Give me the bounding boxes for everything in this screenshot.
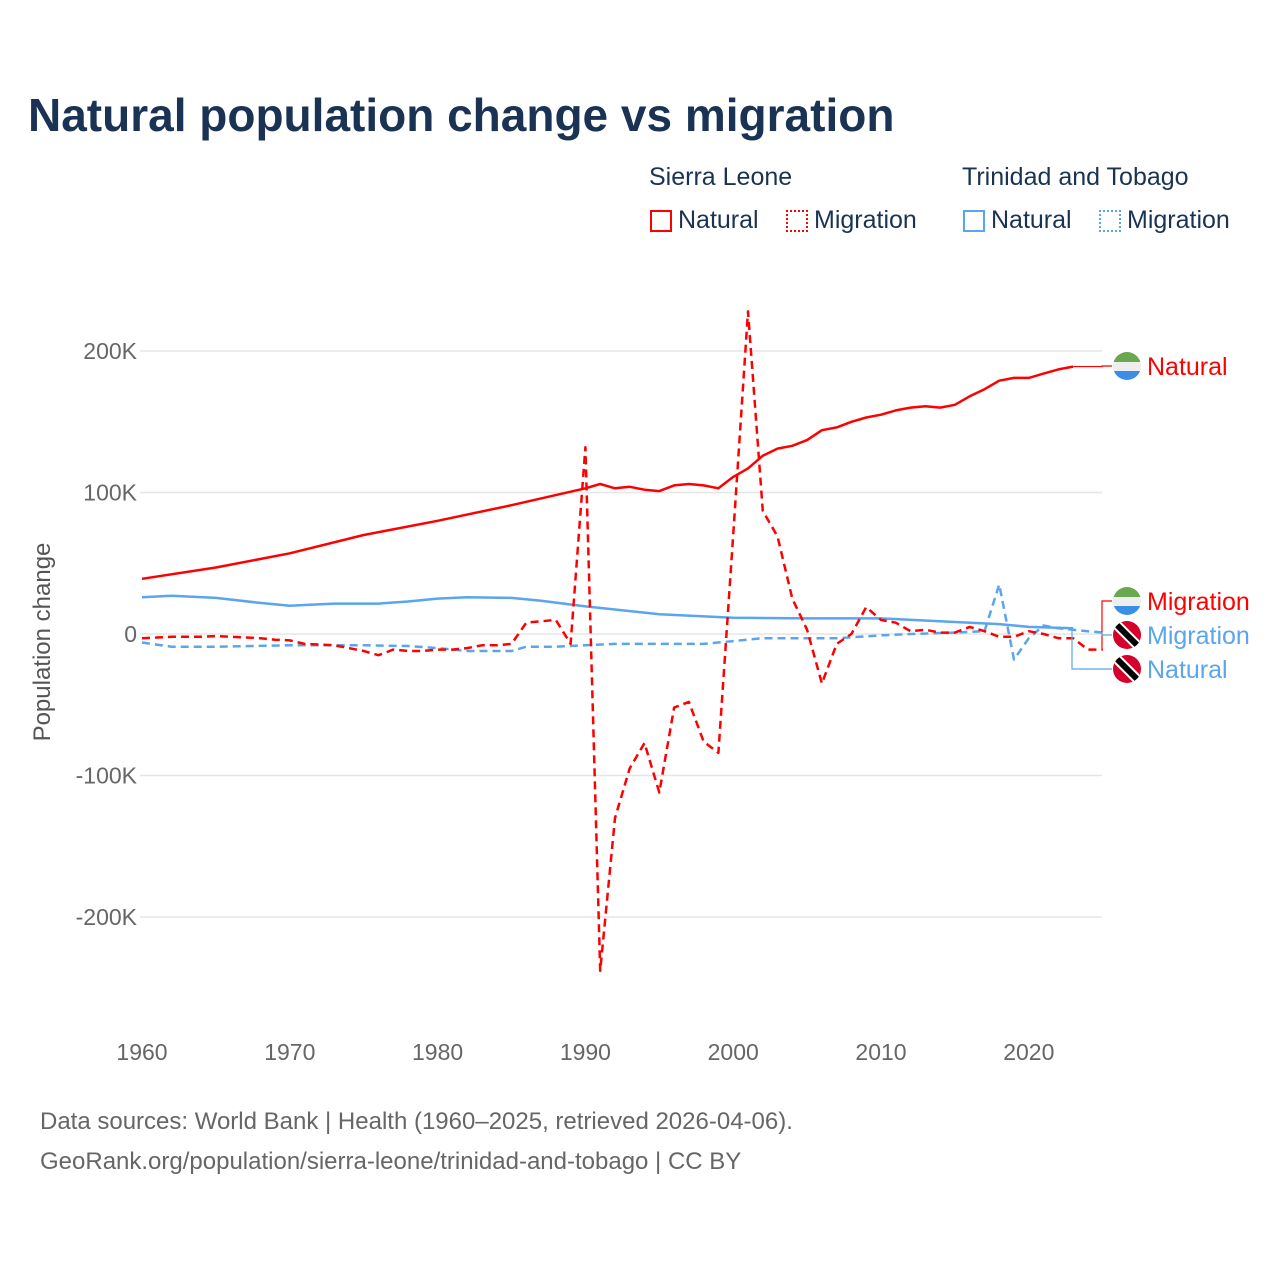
legend-label: Migration (814, 206, 917, 234)
x-tick-label: 2020 (1003, 1039, 1054, 1065)
y-tick-label: -200K (76, 904, 138, 930)
end-label: Natural (1147, 656, 1228, 684)
sierra-leone-flag-icon (1113, 352, 1141, 380)
flag-stripe-green (1113, 352, 1141, 362)
legend-swatch-dotted (786, 209, 808, 232)
flag-fill (1113, 655, 1141, 683)
y-axis-label: Population change (29, 543, 56, 742)
flag-black (1113, 621, 1141, 649)
y-tick-label: 0 (124, 621, 137, 647)
x-tick-label: 1970 (264, 1039, 315, 1065)
x-tick-label: 2000 (708, 1039, 759, 1065)
y-tick-label: 100K (83, 480, 137, 506)
legend-group-trinidad: Trinidad and Tobago (962, 163, 1189, 191)
flag-stripe-white (1113, 362, 1141, 371)
legend-item-tt-migration[interactable]: Migration (1099, 206, 1230, 235)
flag-stripe-blue (1113, 371, 1141, 380)
legend-item-sl-migration[interactable]: Migration (786, 206, 917, 235)
x-tick-label: 1960 (116, 1039, 167, 1065)
chart-title: Natural population change vs migration (28, 89, 895, 141)
series-line-sierra-leone-migration (141, 310, 1103, 973)
legend-swatch-dotted (1099, 209, 1121, 232)
source-line-2[interactable]: GeoRank.org/population/sierra-leone/trin… (40, 1148, 742, 1175)
end-label-connector (1071, 627, 1112, 670)
flag-fill (1113, 587, 1141, 615)
end-label-connector (1101, 631, 1112, 636)
end-label-connector (1073, 365, 1112, 368)
legend-swatch-solid (963, 209, 985, 232)
sierra-leone-flag-icon (1113, 587, 1141, 615)
flag-black (1113, 655, 1141, 683)
series-line-trinidad-and-tobago-migration (141, 583, 1103, 661)
flag-stripe-blue (1113, 606, 1141, 615)
legend-label: Natural (991, 206, 1072, 234)
flag-fill (1113, 352, 1141, 380)
y-tick-label: -100K (76, 763, 138, 789)
legend-swatch-solid (650, 209, 672, 232)
end-label: Migration (1147, 588, 1250, 616)
flag-stripe-green (1113, 587, 1141, 597)
legend-group-sierra-leone: Sierra Leone (649, 163, 793, 191)
legend-item-tt-natural[interactable]: Natural (963, 206, 1072, 235)
end-label-connector (1101, 600, 1112, 651)
series-line-trinidad-and-tobago-natural (141, 594, 1074, 630)
end-label: Migration (1147, 622, 1250, 650)
legend-label: Natural (678, 206, 759, 234)
flag-fill (1113, 621, 1141, 649)
legend-item-sl-natural[interactable]: Natural (650, 206, 759, 235)
source-line-1: Data sources: World Bank | Health (1960–… (40, 1108, 793, 1135)
y-tick-label: 200K (83, 338, 137, 364)
trinidad-and-tobago-flag-icon (1113, 621, 1141, 649)
x-tick-label: 2010 (855, 1039, 906, 1065)
trinidad-and-tobago-flag-icon (1113, 655, 1141, 683)
legend-label: Migration (1127, 206, 1230, 234)
x-tick-label: 1990 (560, 1039, 611, 1065)
end-label: Natural (1147, 353, 1228, 381)
x-tick-label: 1980 (412, 1039, 463, 1065)
flag-stripe-white (1113, 597, 1141, 606)
series-line-sierra-leone-natural (141, 365, 1074, 581)
